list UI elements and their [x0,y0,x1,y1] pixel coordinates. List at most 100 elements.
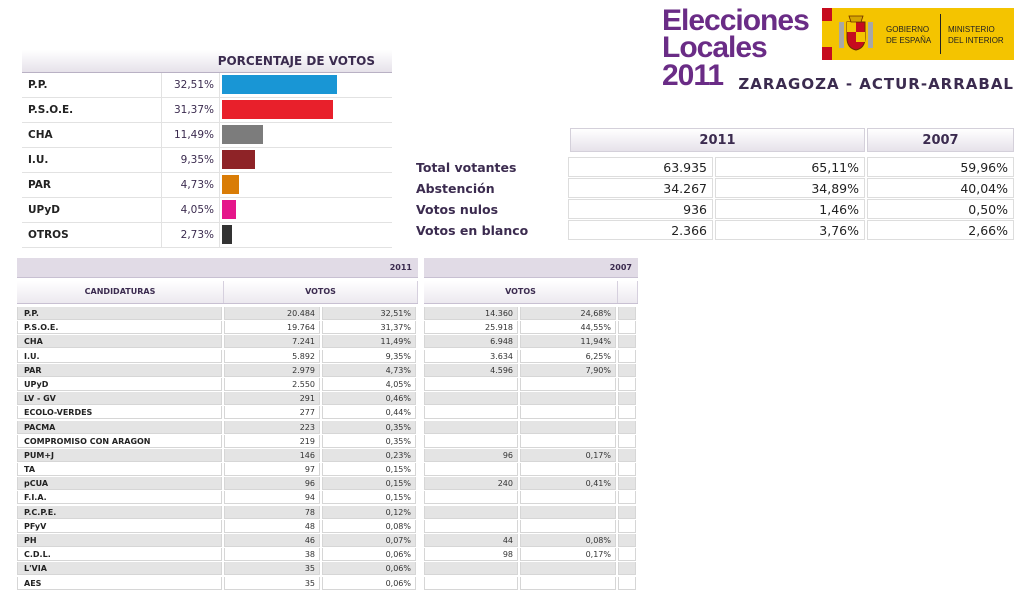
pct-bar-cell [219,73,392,97]
votes-2011: 2.979 [224,363,320,377]
votes-2011: 5.892 [224,349,320,363]
logo-line-2a: Locales [662,31,768,64]
pct-2011: 4,05% [322,377,416,391]
votes-2007 [424,406,518,420]
detail-row-2007 [424,491,638,505]
votes-2007 [424,505,518,519]
summary-pct-2011: 3,76% [715,220,865,240]
pct-party-name: P.P. [28,79,48,91]
pct-2011: 0,23% [322,448,416,462]
votes-2007 [424,519,518,533]
detail-row-2011: PUM+J 146 0,23% [17,448,418,463]
pct-row: OTROS 2,73% [22,223,392,248]
detail-row-2011: C.D.L. 38 0,06% [17,548,418,562]
detail-row-2011: L'VIA 35 0,06% [17,562,418,576]
votes-2007 [424,576,518,590]
pct-2011: 0,44% [322,406,416,420]
pct-bar [222,75,337,94]
blank-2007 [618,349,636,363]
detail-row-2007 [424,519,638,534]
pct-bar-cell [219,123,392,147]
pct-party-name: OTROS [28,229,69,241]
pct-2007: 24,68% [520,307,616,320]
pct-2011: 0,15% [322,477,416,491]
logo-line-2: Locales 2011 [662,31,822,92]
votes-2007: 25.918 [424,321,518,335]
pct-2011: 0,35% [322,434,416,448]
votes-2007 [424,491,518,505]
pct-2011: 0,08% [322,519,416,533]
votes-2011: 96 [224,477,320,491]
blank-2007 [618,377,636,391]
votes-2011: 219 [224,434,320,448]
pct-bar [222,225,232,244]
pct-party-name: I.U. [28,154,49,166]
summary-pct-2007: 2,66% [867,220,1014,240]
votes-2007: 3.634 [424,349,518,363]
detail-table-2007: 2007 VOTOS 14.360 24,68% 25.918 44,55% 6.948… [424,258,638,591]
pct-row: CHA 11,49% [22,123,392,148]
summary-year-2007: 2007 [867,128,1014,152]
pct-row: P.P. 32,51% [22,73,392,98]
detail-row-2011: F.I.A. 94 0,15% [17,491,418,505]
coat-of-arms-icon [839,15,873,51]
blank-2007 [618,335,636,349]
summary-row: Abstención 34.267 34,89% 40,04% [410,178,1014,199]
candidate-name: F.I.A. [17,491,222,505]
votes-2007 [424,463,518,477]
detail-row-2007: 98 0,17% [424,548,638,562]
candidate-name: L'VIA [17,562,222,576]
pct-value: 32,51% [161,73,219,97]
place-title: ZARAGOZA - ACTUR-ARRABAL [738,75,1014,93]
blank-2007 [618,463,636,477]
votes-2007 [424,392,518,406]
votes-2007: 14.360 [424,307,518,320]
detail-row-2007 [424,392,638,406]
blank-2007 [618,477,636,491]
blank-2007 [618,307,636,320]
col-candidaturas: CANDIDATURAS [17,281,224,303]
detail-row-2007 [424,505,638,520]
pct-bar [222,200,237,219]
candidate-name: C.D.L. [17,548,222,562]
pct-bar [222,100,333,119]
summary-pct-2011: 34,89% [715,178,865,198]
pct-chart-title: PORCENTAJE DE VOTOS [22,50,392,73]
blank-2007 [618,576,636,590]
pct-value: 11,49% [161,123,219,147]
summary-pct-2007: 59,96% [867,157,1014,177]
blank-2007 [618,321,636,335]
candidate-name: CHA [17,335,222,349]
candidate-name: P.P. [17,307,222,320]
candidate-name: LV - GV [17,392,222,406]
detail-row-2011: ECOLO-VERDES 277 0,44% [17,406,418,420]
pct-2007 [520,491,616,505]
summary-votes-2011: 34.267 [568,178,713,198]
pct-2011: 0,06% [322,562,416,576]
votes-2007: 96 [424,448,518,462]
detail-2011-rows: P.P. 20.484 32,51% P.S.O.E. 19.764 31,37% CHA 7… [17,307,418,591]
pct-row: PAR 4,73% [22,173,392,198]
summary-row: Votos nulos 936 1,46% 0,50% [410,199,1014,220]
pct-2007: 0,41% [520,477,616,491]
pct-2011: 0,06% [322,576,416,590]
logo-separator [940,14,941,54]
pct-2011: 0,46% [322,392,416,406]
detail-row-2011: UPyD 2.550 4,05% [17,377,418,392]
logo-year: 2011 [662,59,724,92]
candidate-name: AES [17,576,222,590]
votes-2011: 38 [224,548,320,562]
pct-bar-cell [219,98,392,122]
detail-row-2007 [424,434,638,449]
summary-pct-2011: 1,46% [715,199,865,219]
pct-bar-cell [219,223,392,247]
detail-2007-columns: VOTOS [424,281,638,304]
detail-row-2011: LV - GV 291 0,46% [17,392,418,406]
gobierno-ministerio-logo: GOBIERNO DE ESPAÑA MINISTERIO DEL INTERI… [822,8,1014,60]
votes-2011: 7.241 [224,335,320,349]
detail-row-2007 [424,576,638,591]
votes-2007 [424,434,518,448]
blank-2007 [618,434,636,448]
votes-2007: 240 [424,477,518,491]
detail-2011-year: 2011 [17,258,418,278]
